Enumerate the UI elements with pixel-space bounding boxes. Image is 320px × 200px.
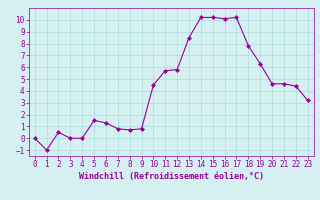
X-axis label: Windchill (Refroidissement éolien,°C): Windchill (Refroidissement éolien,°C): [79, 172, 264, 181]
